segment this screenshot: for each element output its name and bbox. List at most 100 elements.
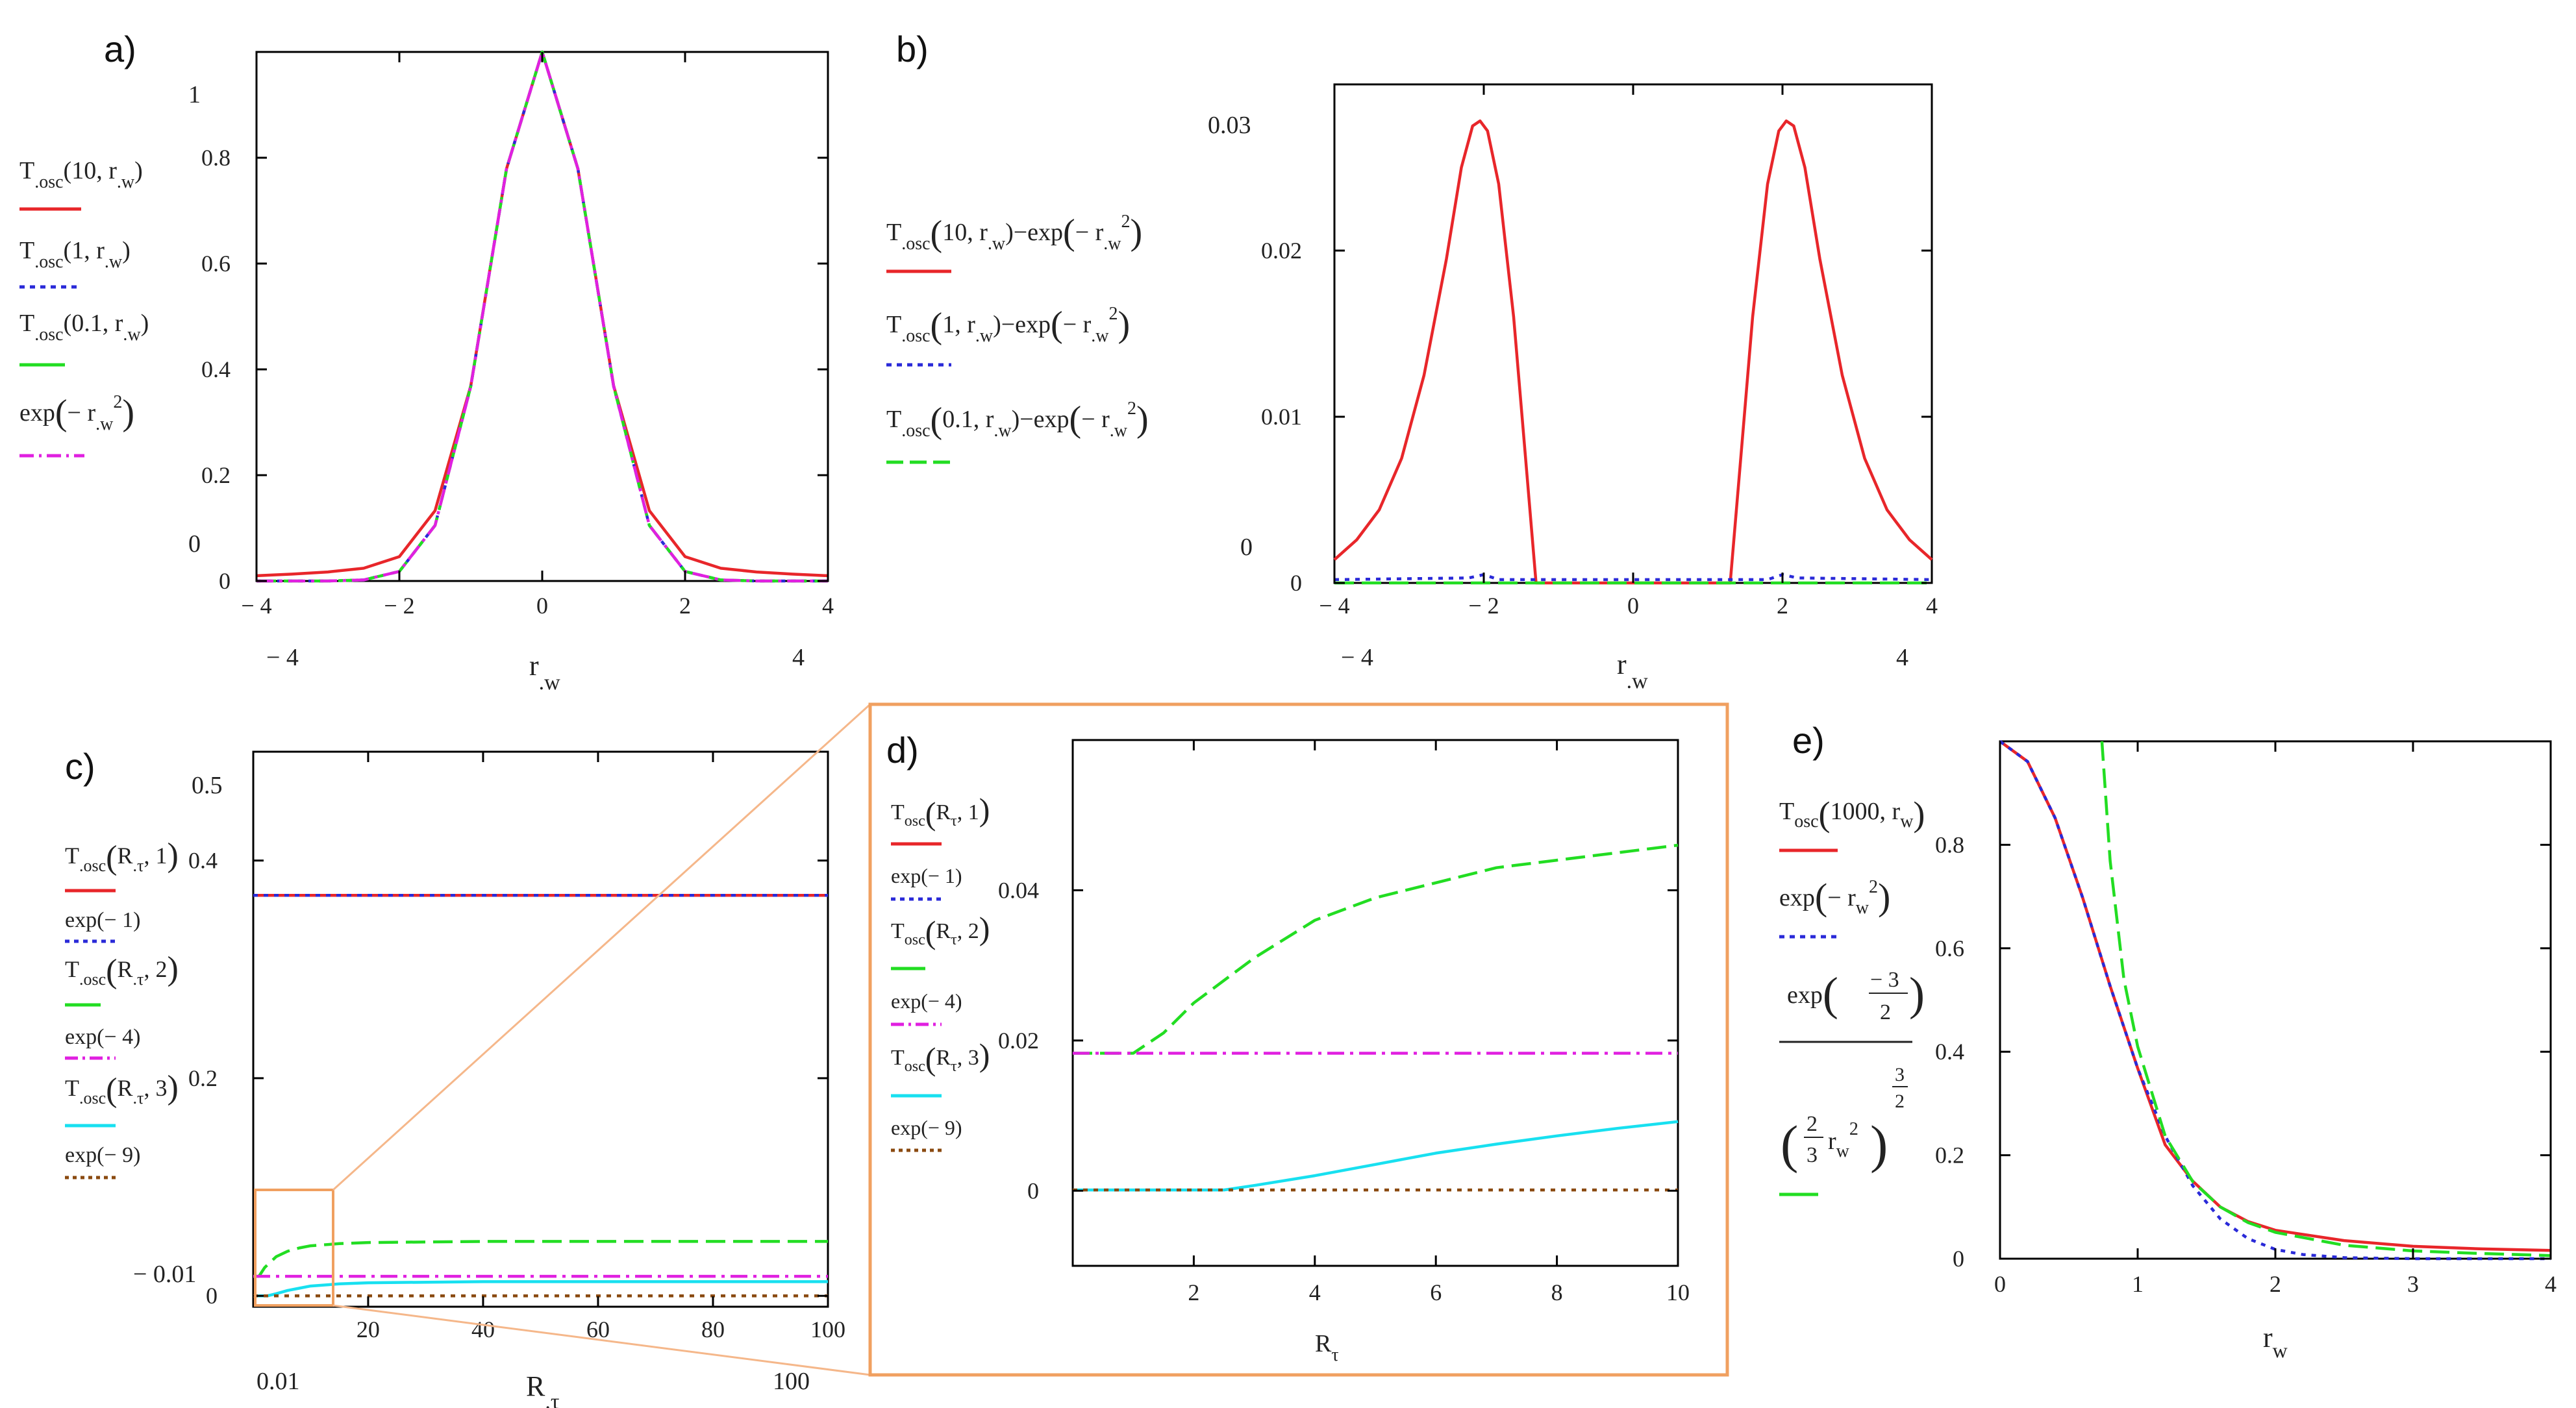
legend-text-c-6: exp(− 9)	[65, 1143, 140, 1167]
x-tick-label-e-5: 4	[2545, 1271, 2557, 1297]
panel-b-label: b)	[896, 29, 929, 69]
x-tick-label-b-4: 2	[1777, 593, 1788, 619]
series-line-c-3	[253, 1240, 828, 1278]
legend-entry-b-3: T.osc(0.1, r.w)−exp(− r.w2)	[886, 399, 1149, 464]
x-tick-label-d-5: 10	[1666, 1279, 1690, 1305]
legend-text-e-3-den-b: 3	[1807, 1143, 1818, 1167]
legend-text-b-1: T.osc(10, r.w)−exp(− r.w2)	[886, 212, 1142, 254]
panel-d-label: d)	[886, 730, 919, 771]
legend-entry-e-2: exp(− rw2)	[1779, 876, 1890, 939]
panel-b-xlabel-sub: .w	[1627, 669, 1649, 693]
x-tick-label-e-4: 3	[2407, 1271, 2419, 1297]
y-tick-label-a-1: 0	[219, 568, 231, 594]
x-tick-label-e-3: 2	[2270, 1271, 2281, 1297]
x-tick-label-c-4: 80	[701, 1316, 725, 1342]
legend-text-e-3-den-a: 2	[1807, 1112, 1818, 1136]
legend-text-e-3-num-b: 2	[1880, 1000, 1891, 1024]
legend-text-c-2: exp(− 1)	[65, 908, 140, 932]
legend-text-c-3: T.osc(R.τ, 2)	[65, 950, 179, 990]
y-tick-label-c-1: 0	[206, 1283, 218, 1309]
panel-b-xlabel-main: r	[1617, 648, 1627, 680]
legend-text-b-3: T.osc(0.1, r.w)−exp(− r.w2)	[886, 399, 1149, 441]
y-tick-label-e-5: 0.8	[1935, 832, 1964, 858]
x-tick-label-b-2: − 2	[1468, 593, 1499, 619]
y-tick-label-c-3: 0.4	[188, 848, 218, 874]
panel-b-xmax-label: 4	[1896, 644, 1908, 671]
panel-a-ticks: − 4 − 2 0 2 4 0 0.2 0.4 0.6 0.8	[201, 52, 834, 619]
panel-d-legend: Tosc(Rτ, 1) exp(− 1) Tosc(Rτ, 2) exp(− 4…	[891, 791, 990, 1152]
x-tick-label-b-5: 4	[1926, 593, 1938, 619]
panel-a-xmax-label: 4	[792, 644, 805, 671]
series-line-e-1	[1999, 740, 2551, 1252]
panel-e-plot-frame	[1999, 740, 2552, 1260]
series-line-a-1	[256, 50, 829, 578]
x-tick-label-e-1: 0	[1994, 1271, 2006, 1297]
legend-text-d-2: exp(− 1)	[891, 864, 962, 887]
panel-a-series	[256, 50, 829, 583]
legend-text-e-3-den-close: )	[1870, 1115, 1888, 1174]
panel-d-outer-frame	[868, 702, 1729, 1377]
legend-entry-e-1: Tosc(1000, rw)	[1779, 795, 1925, 852]
legend-entry-c-1: T.osc(R.τ, 1)	[65, 837, 179, 893]
panel-b-ymin-label: 0	[1240, 534, 1253, 561]
legend-text-a-2: T.osc(1, r.w)	[19, 237, 131, 272]
legend-text-c-4: exp(− 4)	[65, 1025, 140, 1049]
panel-a-ymax-label: 1	[188, 81, 201, 108]
legend-text-e-3-exp-a: 3	[1895, 1064, 1905, 1085]
y-tick-label-b-1: 0	[1290, 570, 1302, 596]
panel-c-legend: T.osc(R.τ, 1) exp(− 1) T.osc(R.τ, 2) exp…	[65, 837, 179, 1180]
series-line-c-5	[253, 1280, 828, 1298]
y-tick-label-b-3: 0.02	[1261, 238, 1302, 264]
legend-entry-d-3: Tosc(Rτ, 2)	[891, 910, 990, 970]
legend-text-a-3: T.osc(0.1, r.w)	[19, 310, 149, 345]
legend-entry-d-5: Tosc(Rτ, 3)	[891, 1037, 990, 1098]
y-tick-label-e-2: 0.2	[1935, 1142, 1964, 1168]
panel-a: a) − 4− 2 0 2 400.20.40.60.8 r.w − 4 4 0 1 …	[19, 29, 834, 695]
legend-text-e-2: exp(− rw2)	[1779, 876, 1890, 918]
y-tick-label-d-3: 0.04	[998, 877, 1039, 903]
panel-a-label: a)	[104, 29, 136, 69]
legend-text-b-2: T.osc(1, r.w)−exp(− r.w2)	[886, 304, 1130, 346]
panel-c-xlabel-main: R	[526, 1370, 545, 1402]
legend-text-e-3-den-open: (	[1781, 1115, 1798, 1174]
x-tick-label-a-3: 0	[536, 593, 548, 619]
y-tick-label-d-1: 0	[1027, 1178, 1039, 1204]
panel-a-xmin-label: − 4	[266, 644, 299, 671]
legend-entry-a-3: T.osc(0.1, r.w)	[19, 310, 149, 367]
panel-b: b) − 4 − 2 0 2 4 0 0.01 0.02 r.w − 4 4 0 0.03 T…	[886, 29, 1938, 693]
panel-b-series	[1333, 119, 1933, 585]
legend-entry-d-6: exp(− 9)	[891, 1116, 962, 1152]
x-tick-label-a-1: − 4	[241, 593, 271, 619]
series-line-e-2	[1999, 740, 2551, 1261]
panel-d-xlabel-sub: τ	[1331, 1345, 1338, 1365]
panel-c-xlabel: R.τ	[526, 1370, 560, 1408]
panel-a-xlabel: r.w	[529, 650, 560, 695]
panel-d-plot-frame	[1071, 739, 1679, 1267]
legend-entry-b-2: T.osc(1, r.w)−exp(− r.w2)	[886, 304, 1130, 367]
y-tick-label-a-3: 0.4	[201, 356, 231, 382]
panel-c-ymax-label: 0.5	[192, 772, 223, 799]
panel-b-ymax-label: 0.03	[1208, 112, 1251, 139]
panel-c-ymin-label: − 0.01	[133, 1261, 196, 1288]
panel-c-xlabel-sub: .τ	[545, 1390, 559, 1408]
legend-entry-c-4: exp(− 4)	[65, 1025, 140, 1060]
panel-b-plot-frame	[1333, 83, 1933, 584]
x-tick-label-c-5: 100	[810, 1316, 845, 1342]
zoom-region-box	[254, 1189, 334, 1307]
x-tick-label-b-3: 0	[1627, 593, 1639, 619]
legend-text-a-1: T.osc(10, r.w)	[19, 157, 143, 192]
panel-d-ticks: 2 4 6 8 10 0 0.02 0.04	[998, 740, 1690, 1305]
series-line-d-1	[1073, 843, 1679, 1055]
zoom-connector-bottom	[332, 1304, 871, 1376]
panel-e-ticks: 0 1 2 3 4 0 0.2 0.4 0.6 0.8	[1935, 741, 2557, 1297]
legend-entry-c-5: T.osc(R.τ, 3)	[65, 1069, 179, 1128]
zoom-connector-top	[332, 703, 871, 1191]
x-tick-label-c-2: 40	[471, 1316, 495, 1342]
y-tick-label-a-5: 0.8	[201, 145, 231, 171]
series-line-a-2	[256, 50, 828, 583]
panel-e-xlabel-sub: w	[2273, 1339, 2288, 1362]
panel-e-label: e)	[1792, 720, 1825, 761]
series-line-d-3	[1073, 1120, 1679, 1192]
